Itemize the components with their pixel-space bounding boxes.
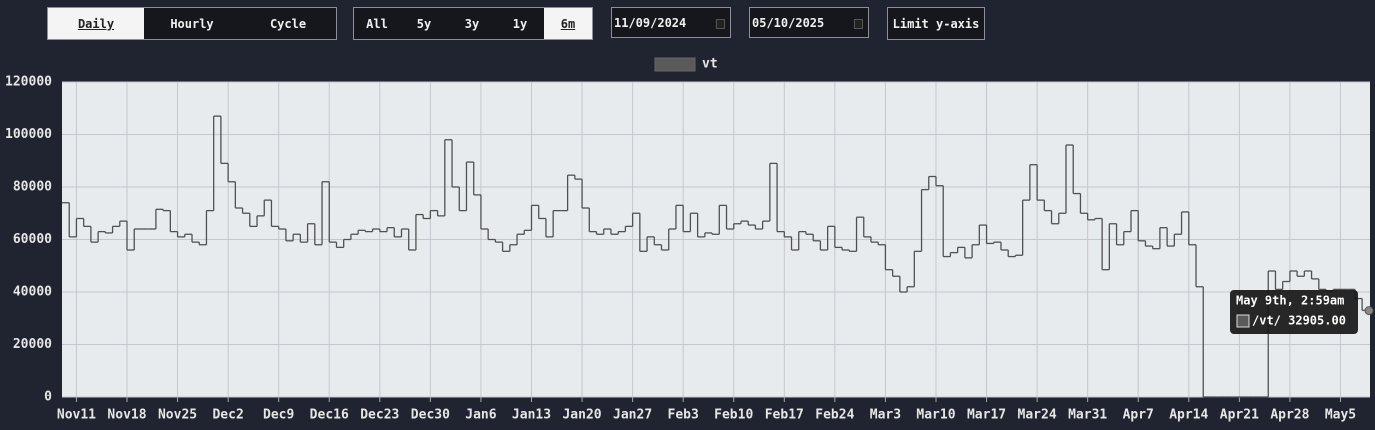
legend-label: vt [702, 57, 718, 72]
end-date-input[interactable]: 05/10/2025 [749, 7, 869, 38]
calendar-icon [716, 19, 725, 29]
tooltip-label: /vt/ 32905.00 [1252, 314, 1346, 328]
y-tick-label: 20000 [13, 337, 52, 352]
period-group: All 5y 3y 1y 6m [353, 7, 593, 40]
x-tick-label: Jan20 [562, 408, 601, 423]
mode-button[interactable]: Hourly [170, 16, 214, 31]
x-tick-label: Apr28 [1270, 408, 1309, 423]
x-tick-label: Jan13 [512, 408, 551, 423]
mode-button[interactable]: Cycle [269, 16, 307, 31]
tooltip-title: May 9th, 2:59am [1236, 294, 1344, 308]
mode-group: Daily Hourly Cycle [47, 7, 337, 40]
y-tick-label: 80000 [13, 180, 52, 195]
y-tick-label: 120000 [5, 75, 52, 90]
x-tick-label: Apr21 [1220, 408, 1259, 423]
period-button[interactable]: All [366, 16, 388, 31]
end-date: 05/10/2025 [752, 15, 825, 30]
calendar-icon [854, 19, 863, 29]
start-date-input[interactable]: 11/09/2024 [611, 7, 731, 38]
x-tick-label: Feb24 [815, 408, 854, 423]
x-tick-label: Mar10 [916, 408, 955, 423]
x-tick-label: Nov25 [158, 408, 197, 423]
x-tick-label: Apr14 [1169, 408, 1208, 423]
period-button[interactable]: 3y [464, 16, 480, 31]
x-tick-label: Mar24 [1018, 408, 1057, 423]
x-tick-label: Feb3 [668, 408, 699, 423]
period-button[interactable]: 5y [416, 16, 432, 31]
x-tick-label: May5 [1325, 408, 1356, 423]
x-tick-label: Jan27 [613, 408, 652, 423]
x-tick-label: Apr7 [1123, 408, 1154, 423]
x-tick-label: Dec23 [360, 408, 399, 423]
y-tick-label: 100000 [5, 127, 52, 142]
x-tick-label: Mar31 [1068, 408, 1107, 423]
period-button[interactable]: 6m [544, 8, 592, 39]
tooltip: May 9th, 2:59am/vt/ 32905.00 [1230, 290, 1358, 334]
x-tick-label: Mar3 [870, 408, 901, 423]
x-tick-label: Mar17 [967, 408, 1006, 423]
x-tick-label: Dec9 [263, 408, 294, 423]
legend-swatch [654, 57, 696, 72]
x-tick-label: Nov18 [107, 408, 146, 423]
mode-button[interactable]: Daily [48, 8, 144, 39]
x-tick-label: Feb10 [714, 408, 753, 423]
x-tick-label: Nov11 [57, 408, 96, 423]
start-date: 11/09/2024 [614, 15, 687, 30]
x-tick-label: Jan6 [465, 408, 496, 423]
period-button[interactable]: 1y [512, 16, 528, 31]
x-tick-label: Dec16 [310, 408, 349, 423]
hover-point [1364, 306, 1374, 316]
y-tick-label: 40000 [13, 285, 52, 300]
x-tick-label: Feb17 [765, 408, 804, 423]
tooltip-box [1230, 290, 1358, 334]
tooltip-swatch [1236, 314, 1250, 328]
x-tick-label: Dec30 [411, 408, 450, 423]
limit-y-axis-button[interactable]: Limit y-axis [887, 7, 985, 40]
x-tick-label: Dec2 [212, 408, 243, 423]
y-tick-label: 0 [44, 390, 52, 405]
y-tick-label: 60000 [13, 232, 52, 247]
